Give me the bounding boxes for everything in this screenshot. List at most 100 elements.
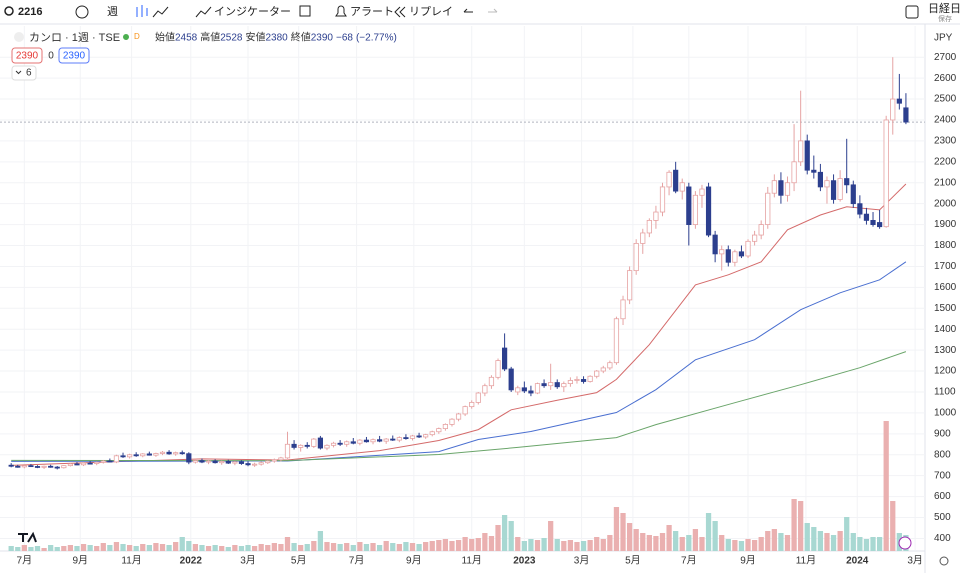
candle-body [587,375,593,382]
x-tick-label: 3月 [240,555,256,567]
volume-bar [554,539,560,551]
y-tick-label: 2000 [934,198,957,209]
candle-body [712,234,718,255]
alert[interactable]: アラート [350,6,394,18]
save[interactable]: 保存 [938,14,952,23]
buy-box[interactable] [58,47,90,64]
volume-bar [54,547,60,551]
candle-body [659,186,666,213]
market-status [123,34,129,40]
candle-body [350,441,356,444]
undo[interactable] [463,8,473,13]
candle-body [515,387,521,393]
volume-bar [291,543,297,551]
legend-label: 終値 [291,31,311,44]
y-tick-label: 900 [934,428,951,439]
candle-body [771,180,777,194]
symbol[interactable]: 2216 [18,6,42,18]
legend-value: 2380 [266,33,289,44]
candle-body [409,435,416,439]
volume-bar [317,531,324,551]
currency[interactable]: JPY [934,33,953,44]
replay[interactable]: リプレイ [409,5,453,18]
x-tick-label: 5月 [291,555,307,567]
indicator-icon[interactable] [195,6,212,18]
candle-body [719,249,725,255]
interval[interactable]: 週 [107,5,118,18]
candle-body [344,441,350,445]
candle-body [100,460,106,463]
legend-label: 始値 [155,31,175,44]
line-icon[interactable] [152,6,169,18]
volume-bar [817,531,824,551]
search-icon[interactable] [4,6,14,16]
compare-icon[interactable] [75,5,89,19]
candle-body [284,443,291,459]
volume-bar [580,541,587,551]
volume-bar [330,543,337,551]
layout-button[interactable] [905,5,919,19]
x-tick-label: 11月 [121,555,141,567]
layout-name[interactable]: 日経日足 [928,2,960,15]
candle-body [837,178,843,200]
events-icon[interactable] [898,536,912,550]
volume-bar [850,533,856,551]
candle-body [758,224,764,236]
volume-bar [515,537,521,551]
replay-icon[interactable] [394,6,406,18]
sell-price[interactable]: 2390 [16,51,39,62]
indicator-toggle[interactable] [11,65,37,81]
volume-bar [475,538,481,551]
candle-body [521,387,527,392]
indicators[interactable]: インジケーター [214,5,291,18]
volume-bar [686,535,692,551]
volume-bar [594,537,600,551]
candle-body [857,203,863,215]
candle-body [541,383,547,387]
y-tick-label: 1500 [934,303,957,314]
volume-bar [765,531,771,551]
candle-body [666,171,672,188]
y-tick-label: 1100 [934,387,956,398]
y-tick-label: 2400 [934,115,957,126]
candle-body [15,465,21,468]
candle-body [554,382,560,388]
candle-body [423,434,429,438]
redo[interactable] [488,8,498,13]
volume-bar [390,543,396,551]
volume-bar [304,544,310,551]
candle-body [390,438,396,441]
settings-icon[interactable] [939,556,949,566]
x-tick-label: 3月 [574,555,590,567]
sell-box[interactable] [11,47,43,64]
buy-price[interactable]: 2390 [63,51,86,62]
candle-body [620,299,626,320]
volume-bar [94,546,100,551]
volume-bar [186,541,192,551]
candle-body [94,461,100,464]
layout-icon[interactable] [299,5,311,17]
candle-body [252,463,258,466]
candle-body [324,444,330,449]
volume-bar [705,513,712,551]
volume-bar [61,546,67,551]
x-tick-label: 9月 [740,555,756,567]
candle-body [607,362,613,369]
alert-icon[interactable] [335,5,347,17]
candle-body [502,347,508,370]
volume-bar [758,537,764,551]
legend-value: 2458 [175,33,198,44]
volume-bar [133,546,139,551]
candle-body [811,169,817,173]
candle-body [752,234,758,242]
volume-bar [791,499,797,551]
candle-body [738,251,745,257]
y-tick-label: 2300 [934,136,957,147]
volume-bar [488,536,495,551]
candle-body [488,376,495,387]
bars-icon[interactable] [136,5,148,17]
volume-bar [837,531,843,551]
candle-body [146,453,152,456]
volume-bar [100,543,106,551]
